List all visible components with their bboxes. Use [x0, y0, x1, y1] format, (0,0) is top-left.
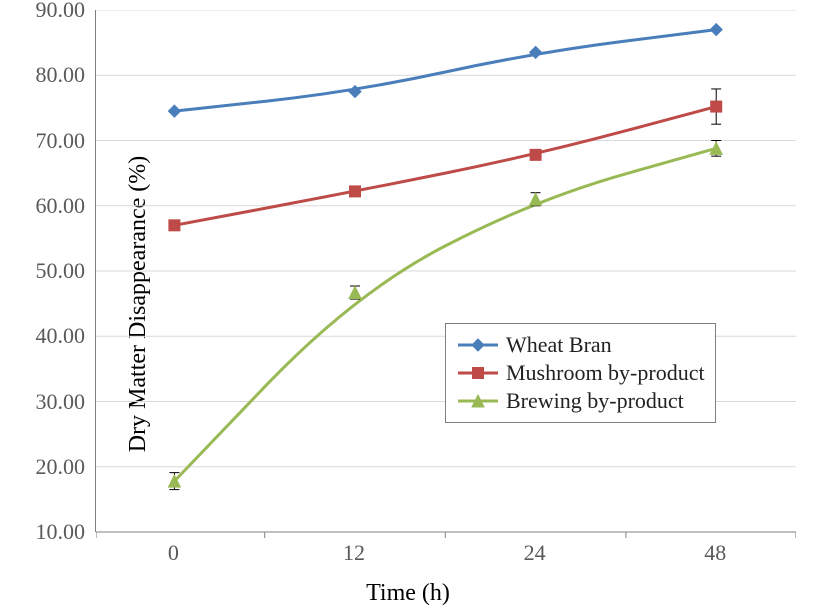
y-tick-label: 10.00 — [36, 519, 86, 545]
plot-area — [95, 10, 796, 532]
legend: Wheat BranMushroom by-productBrewing by-… — [445, 323, 716, 423]
y-tick-label: 70.00 — [36, 128, 86, 154]
legend-row: Brewing by-product — [456, 388, 705, 414]
plot-svg — [96, 10, 796, 544]
legend-label: Wheat Bran — [506, 332, 612, 358]
y-tick-label: 20.00 — [36, 454, 86, 480]
y-tick-label: 30.00 — [36, 389, 86, 415]
legend-row: Wheat Bran — [456, 332, 705, 358]
y-tick-label: 40.00 — [36, 323, 86, 349]
y-tick-label: 60.00 — [36, 193, 86, 219]
x-axis-title: Time (h) — [366, 580, 450, 607]
legend-label: Mushroom by-product — [506, 360, 705, 386]
y-tick-label: 90.00 — [36, 0, 86, 23]
legend-row: Mushroom by-product — [456, 360, 705, 386]
legend-sample — [456, 392, 500, 410]
chart-container: Dry Matter Disappearance (%) Time (h) 10… — [0, 0, 816, 607]
y-tick-label: 80.00 — [36, 62, 86, 88]
legend-label: Brewing by-product — [506, 388, 684, 414]
legend-sample — [456, 364, 500, 382]
y-tick-label: 50.00 — [36, 258, 86, 284]
legend-sample — [456, 336, 500, 354]
